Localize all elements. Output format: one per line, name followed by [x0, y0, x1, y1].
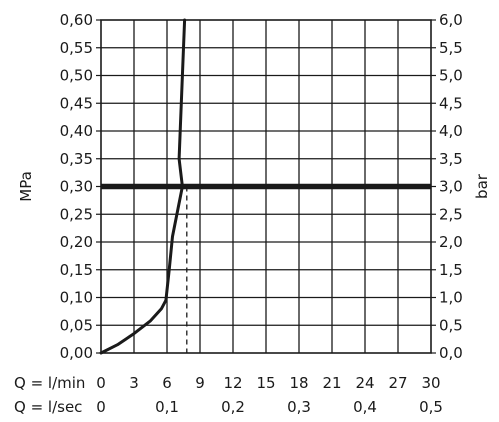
left-tick-label: 0,55: [60, 39, 93, 57]
x-axis-lsec-title: Q = l/sec: [14, 398, 82, 416]
left-tick-label: 0,10: [60, 289, 93, 307]
plot-marks: [99, 18, 431, 355]
right-tick-label: 3,5: [439, 150, 463, 168]
right-tick-label: 0,5: [439, 316, 463, 334]
left-tick-label: 0,35: [60, 150, 93, 168]
x-lmin-tick-label: 6: [162, 374, 172, 392]
x-lsec-tick-label: 0,3: [287, 398, 311, 416]
left-tick-label: 0,60: [60, 11, 93, 29]
left-tick-label: 0,05: [60, 316, 93, 334]
x-lmin-tick-label: 30: [421, 374, 440, 392]
right-tick-label: 2,5: [439, 205, 463, 223]
left-tick-label: 0,00: [60, 344, 93, 362]
x-lmin-tick-label: 9: [195, 374, 205, 392]
flow-curve: [99, 18, 187, 355]
right-tick-label: 1,0: [439, 289, 463, 307]
right-tick-label: 1,5: [439, 261, 463, 279]
x-lmin-tick-label: 21: [322, 374, 341, 392]
axis-labels: 0,000,050,100,150,200,250,300,350,400,45…: [14, 11, 491, 416]
x-lmin-tick-label: 3: [129, 374, 139, 392]
left-tick-label: 0,20: [60, 233, 93, 251]
x-lmin-tick-label: 12: [223, 374, 242, 392]
right-tick-label: 5,5: [439, 39, 463, 57]
right-tick-label: 4,0: [439, 122, 463, 140]
right-tick-label: 0,0: [439, 344, 463, 362]
x-lsec-tick-label: 0,1: [155, 398, 179, 416]
left-axis-title: MPa: [17, 171, 35, 202]
x-lmin-tick-label: 15: [256, 374, 275, 392]
x-lsec-tick-label: 0,4: [353, 398, 377, 416]
right-axis-title: bar: [473, 173, 491, 199]
x-axis-lmin-title: Q = l/min: [14, 374, 85, 392]
right-tick-label: 2,0: [439, 233, 463, 251]
left-tick-label: 0,30: [60, 178, 93, 196]
right-tick-label: 3,0: [439, 178, 463, 196]
x-lmin-tick-label: 18: [289, 374, 308, 392]
x-lsec-tick-label: 0,2: [221, 398, 245, 416]
right-tick-label: 4,5: [439, 94, 463, 112]
left-tick-label: 0,15: [60, 261, 93, 279]
right-tick-label: 5,0: [439, 67, 463, 85]
left-tick-label: 0,40: [60, 122, 93, 140]
left-tick-label: 0,25: [60, 205, 93, 223]
x-lsec-tick-label: 0,5: [419, 398, 443, 416]
left-tick-label: 0,45: [60, 94, 93, 112]
right-tick-label: 6,0: [439, 11, 463, 29]
x-lmin-tick-label: 0: [96, 374, 106, 392]
x-lmin-tick-label: 24: [355, 374, 374, 392]
x-lmin-tick-label: 27: [388, 374, 407, 392]
left-tick-label: 0,50: [60, 67, 93, 85]
x-lsec-tick-label: 0: [96, 398, 106, 416]
